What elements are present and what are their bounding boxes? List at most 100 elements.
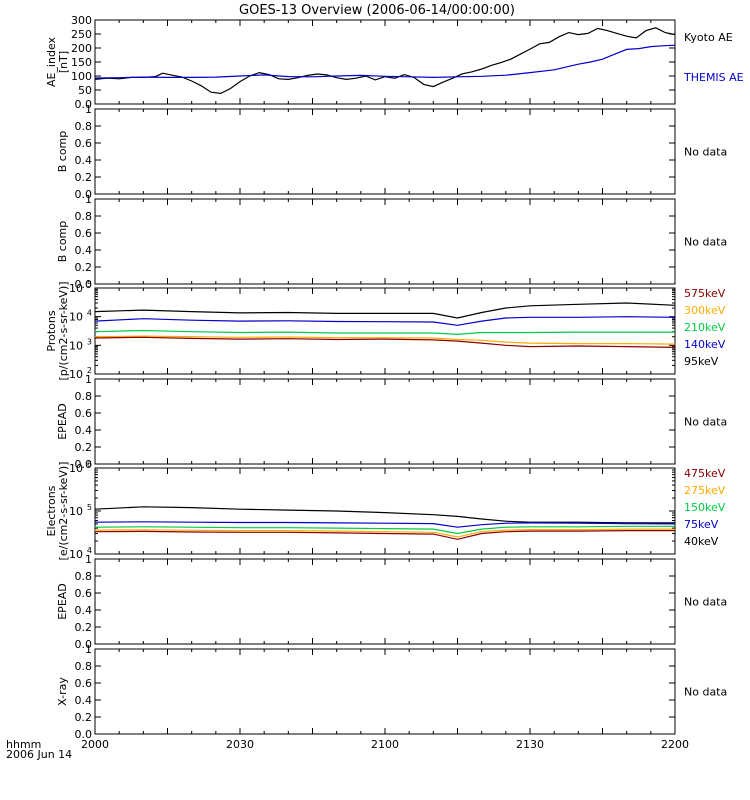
x-tick-label: 2100 xyxy=(371,738,399,751)
y-tick-label: 200 xyxy=(71,42,92,55)
panel-5: 0.0 0.2 0.4 0.6 0.8 1 EPEAD No data xyxy=(56,373,727,471)
y-tick-label: 10 xyxy=(69,505,83,518)
y-tick-label: 0.0 xyxy=(75,188,93,201)
series-line-95kev xyxy=(94,302,676,319)
legend-entry: THEMIS AE xyxy=(683,71,744,84)
series-line-140kev xyxy=(94,316,676,326)
y-tick-label: 0.2 xyxy=(75,261,93,274)
y-tick-label: 0.4 xyxy=(75,604,93,617)
x-tick-label: 2000 xyxy=(81,738,109,751)
y-tick-label: 0.2 xyxy=(75,441,93,454)
chart-title: GOES-13 Overview (2006-06-14/00:00:00) xyxy=(239,3,515,18)
y-tick-label: 0.0 xyxy=(75,728,93,741)
y-axis-label: AE_index xyxy=(45,36,58,87)
series-line-themis-ae xyxy=(94,44,676,79)
x-tick-label: 2030 xyxy=(226,738,254,751)
y-tick-label: 1 xyxy=(85,103,92,116)
y-tick-label: 300 xyxy=(71,14,92,27)
legend-entry: 150keV xyxy=(684,501,726,514)
panel-7: 0.0 0.2 0.4 0.6 0.8 1 EPEAD No data xyxy=(56,553,727,651)
x-axis-label-line1: hhmm xyxy=(6,738,41,751)
series-line-575kev xyxy=(94,336,676,348)
y-tick-label: 0.2 xyxy=(75,711,93,724)
legend-entry: Kyoto AE xyxy=(684,31,733,44)
y-axis-label: Electrons xyxy=(45,485,58,536)
legend-entry: 75keV xyxy=(684,518,719,531)
panel-3: 0.0 0.2 0.4 0.6 0.8 1 B comp No data xyxy=(56,193,727,291)
y-tick-label: 0.6 xyxy=(75,677,93,690)
legend-entry: 575keV xyxy=(684,287,726,300)
y-tick-label-exponent: 6 xyxy=(87,460,92,469)
y-axis-label: Protons xyxy=(45,310,58,351)
y-tick-label: 0.8 xyxy=(75,570,93,583)
y-tick-label: 0.2 xyxy=(75,621,93,634)
y-tick-label: 10 xyxy=(69,282,83,295)
y-tick-label-exponent: 5 xyxy=(87,503,92,512)
y-tick-label: 0.4 xyxy=(75,424,93,437)
y-tick-label: 0.6 xyxy=(75,587,93,600)
series-line-75kev xyxy=(94,521,676,528)
legend-entry: 95keV xyxy=(684,355,719,368)
panel-2: 0.0 0.2 0.4 0.6 0.8 1 B comp No data xyxy=(56,103,727,201)
legend-entry: 475keV xyxy=(684,467,726,480)
y-tick-label: 0.8 xyxy=(75,660,93,673)
y-tick-label: 0.0 xyxy=(75,98,93,111)
no-data-label: No data xyxy=(684,686,727,699)
panel-4: 10 2 10 3 10 4 10 5 Protons [p/(cm2-s-sr-keV)] 575… xyxy=(45,280,726,381)
y-tick-label: 0.8 xyxy=(75,120,93,133)
y-tick-label: 1 xyxy=(85,553,92,566)
panel-frame xyxy=(94,378,676,465)
series-line-475kev xyxy=(94,529,675,540)
panel-8: 0.0 0.2 0.4 0.6 0.8 1 X-ray No data xyxy=(56,643,727,741)
panel-frame xyxy=(94,108,676,195)
series-line-210kev xyxy=(94,329,675,336)
y-tick-label: 1 xyxy=(85,193,92,206)
y-tick-label: 1 xyxy=(85,373,92,386)
y-tick-label: 100 xyxy=(71,70,92,83)
y-tick-label: 0.4 xyxy=(75,154,93,167)
y-tick-label: 10 xyxy=(69,548,83,561)
y-axis-label: [nT] xyxy=(57,51,70,73)
y-tick-label: 10 xyxy=(69,339,83,352)
y-tick-label: 0.6 xyxy=(75,137,93,150)
y-axis-label: B comp xyxy=(56,131,69,173)
y-tick-label: 0.4 xyxy=(75,244,93,257)
y-tick-label: 10 xyxy=(69,311,83,324)
series-line-40kev xyxy=(94,506,675,524)
no-data-label: No data xyxy=(684,236,727,249)
legend-entry: 210keV xyxy=(684,321,726,334)
y-tick-label-exponent: 2 xyxy=(87,366,92,375)
panel-frame xyxy=(94,648,676,735)
no-data-label: No data xyxy=(684,416,727,429)
y-tick-label-exponent: 4 xyxy=(87,546,92,555)
y-tick-label: 0.0 xyxy=(75,638,93,651)
legend-entry: 300keV xyxy=(684,304,726,317)
y-axis-label: X-ray xyxy=(56,677,69,706)
y-tick-label: 0.6 xyxy=(75,227,93,240)
y-tick-label: 250 xyxy=(71,28,92,41)
y-tick-label: 150 xyxy=(71,56,92,69)
y-tick-label: 0.8 xyxy=(75,390,93,403)
y-axis-label: [e/(cm2-s-sr-keV)] xyxy=(57,462,70,561)
y-tick-label: 0.2 xyxy=(75,171,93,184)
legend-entry: 275keV xyxy=(684,484,726,497)
legend-entry: 140keV xyxy=(684,338,726,351)
y-tick-label: 0.4 xyxy=(75,694,93,707)
x-axis-label-line2: 2006 Jun 14 xyxy=(6,748,72,761)
panel-frame xyxy=(94,467,676,555)
no-data-label: No data xyxy=(684,596,727,609)
y-axis-label: EPEAD xyxy=(56,403,69,440)
series-line-300kev xyxy=(94,335,676,345)
x-tick-label: 2130 xyxy=(516,738,544,751)
y-tick-label-exponent: 3 xyxy=(87,337,92,346)
y-tick-label: 0.0 xyxy=(75,458,93,471)
no-data-label: No data xyxy=(684,146,727,159)
y-tick-label: 10 xyxy=(69,368,83,381)
series-line-150kev xyxy=(94,525,675,535)
y-tick-label: 0.8 xyxy=(75,210,93,223)
y-tick-label: 1 xyxy=(85,643,92,656)
y-tick-label-exponent: 5 xyxy=(87,280,92,289)
y-axis-label: EPEAD xyxy=(56,583,69,620)
